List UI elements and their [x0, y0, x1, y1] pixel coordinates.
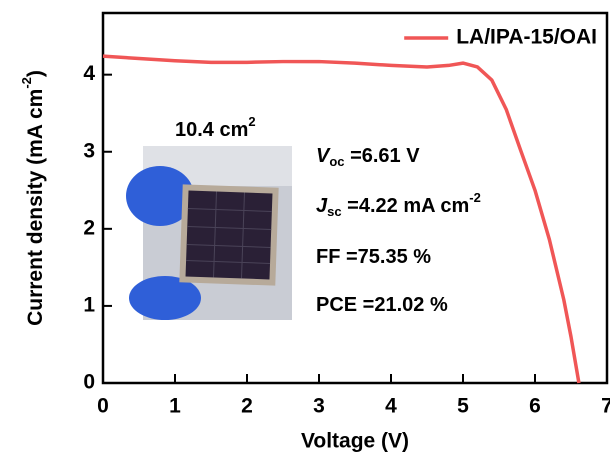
annotation: 10.4 cm2 [175, 114, 256, 141]
y-tick-label: 1 [83, 293, 95, 316]
annotation: FF =75.35 % [316, 246, 431, 268]
annotation-text: FF =75.35 % [316, 246, 431, 268]
x-tick-label: 1 [169, 395, 181, 418]
annotation-text: 10.4 cm [175, 119, 248, 141]
plot-frame [101, 11, 609, 385]
cell-grid [186, 191, 272, 279]
x-tick-label: 7 [601, 395, 610, 418]
annotation: PCE =21.02 % [316, 294, 448, 316]
glove [129, 276, 201, 320]
y-tick-label: 3 [83, 139, 95, 162]
x-axis-label: Voltage (V) [301, 430, 409, 453]
y-tick-label: 0 [83, 371, 95, 394]
annotation-sup: -2 [469, 190, 481, 205]
y-tick-label: 4 [83, 62, 95, 85]
annotation-sub: oc [329, 154, 344, 169]
cell-active-area [185, 190, 273, 280]
y-axis-label-text: Current density (mA cm [24, 89, 47, 326]
x-tick-label: 6 [529, 395, 541, 418]
x-tick-label: 4 [385, 395, 397, 418]
series-line [102, 54, 581, 384]
annotation-italic: V [316, 145, 331, 167]
annotation-text: =4.22 mA cm [342, 195, 470, 217]
y-axis-label-sup: -2 [19, 77, 34, 89]
annotation-text: =6.61 V [345, 145, 421, 167]
x-tick-label: 5 [457, 395, 469, 418]
y-axis-label-end: ) [24, 70, 47, 77]
annotation-italic: J [316, 195, 328, 217]
glove [126, 166, 194, 226]
annotation-text: PCE =21.02 % [316, 294, 448, 316]
annotation-sup: 2 [248, 114, 255, 129]
y-tick-label: 2 [83, 216, 95, 239]
legend-label: LA/IPA-15/OAI [456, 26, 597, 49]
x-tick-label: 0 [97, 395, 109, 418]
inset-photo [126, 146, 292, 320]
annotation: Voc =6.61 V [316, 145, 420, 169]
x-tick-label: 3 [313, 395, 325, 418]
y-axis-label: Current density (mA cm-2) [19, 70, 46, 326]
annotation: Jsc =4.22 mA cm-2 [316, 190, 481, 219]
x-tick-label: 2 [241, 395, 253, 418]
annotation-sub: sc [327, 204, 341, 219]
